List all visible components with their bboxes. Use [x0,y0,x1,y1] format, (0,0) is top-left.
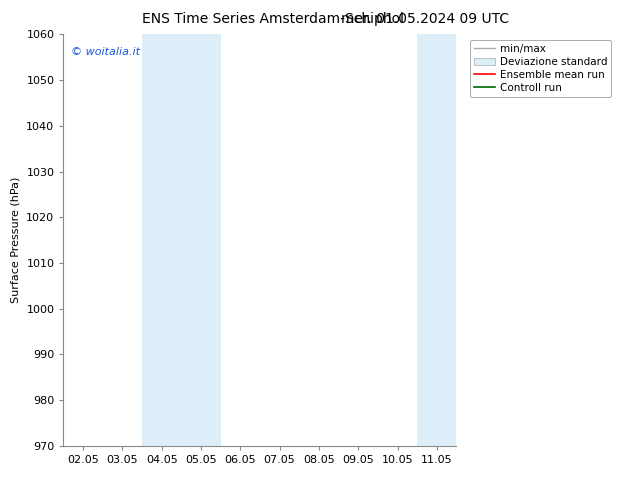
Bar [142,34,181,446]
Y-axis label: Surface Pressure (hPa): Surface Pressure (hPa) [11,177,21,303]
Text: mer. 01.05.2024 09 UTC: mer. 01.05.2024 09 UTC [340,12,509,26]
Bar [181,34,221,446]
Text: ENS Time Series Amsterdam-Schiphol: ENS Time Series Amsterdam-Schiphol [141,12,404,26]
Legend: min/max, Deviazione standard, Ensemble mean run, Controll run: min/max, Deviazione standard, Ensemble m… [470,40,611,97]
Bar [417,34,456,446]
Text: © woitalia.it: © woitalia.it [71,47,140,57]
